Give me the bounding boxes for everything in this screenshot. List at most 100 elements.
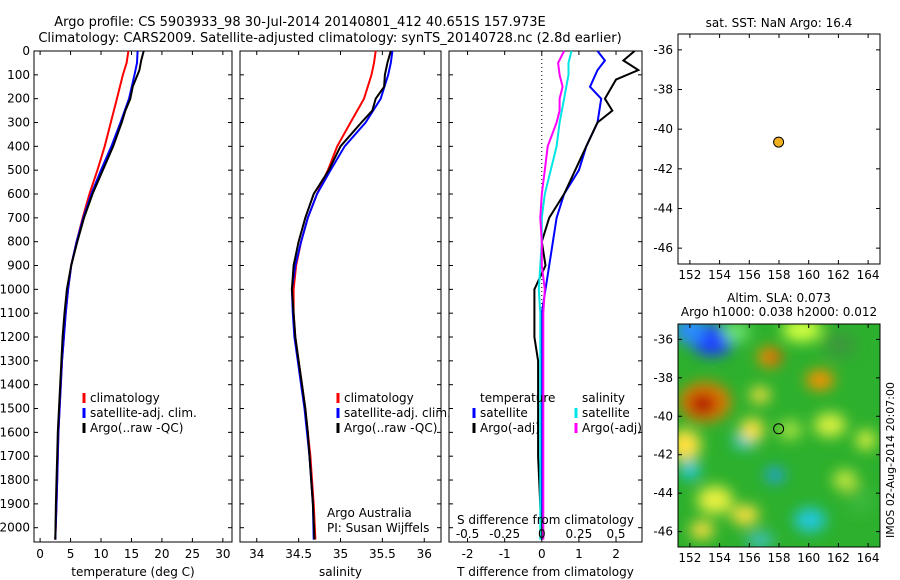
legend-label: satellite-adj. clim. [344,406,451,420]
depth-tick-label: 2000 [0,521,30,535]
depth-tick-label: 500 [7,163,30,177]
legend-label: Argo(..raw -QC) [344,421,437,435]
depth-tick-label: 1000 [0,282,30,296]
heatmap-cell [731,505,759,525]
plot-frame [33,50,233,543]
legend-label: Argo(-adj) [480,421,540,435]
depth-tick-label: 1100 [0,306,30,320]
depth-tick-label: 200 [7,92,30,106]
heatmap-cell [806,370,834,390]
heatmap-cell [678,429,701,461]
annotation-line: PI: Susan Wijffels [327,521,429,535]
legend-label: Argo(..raw -QC) [90,421,183,435]
legend-title: salinity [582,391,625,405]
depth-tick-label: 300 [7,116,30,130]
map-subtitle: Argo h1000: 0.038 h2000: 0.012 [681,305,877,319]
depth-tick-label: 100 [7,68,30,82]
map-side-label: IMOS 02-Aug-2014 20:07:00 [884,382,897,538]
map-y-tick-label: -46 [653,241,673,255]
sla-map-panel: 152 154 156 158 160 162 164 -36 -38 -40 -42 -44 -46 A… [653,291,897,565]
depth-tick-label: 1700 [0,449,30,463]
map-frame [677,33,881,265]
s-tick-label: -0.25 [489,527,520,541]
salinity-panel: 34 34.5 35 35.5 36 salinity climatologysatelli… [239,50,451,579]
heatmap-cell [778,420,802,440]
heatmap-cell [697,486,733,514]
depth-tick-label: 1600 [0,425,30,439]
map-x-tick-label: 154 [708,551,731,565]
heatmap-cell [824,331,856,359]
heatmap-cell [740,418,764,442]
map-background [678,34,880,264]
series-line-3 [539,50,565,540]
s-tick-label: 0.5 [606,527,625,541]
map-x-tick-label: 162 [827,268,850,282]
depth-tick-label: 1200 [0,330,30,344]
map-x-tick-label: 164 [857,551,880,565]
heatmap-cell [722,324,750,342]
map-y-tick-label: -36 [653,332,673,346]
heatmap-blobs [678,324,876,547]
heatmap-cell [765,467,785,483]
difference-panel: -2 -1 0 1 2 -0.5 -0.25 0 0.25 0.5S difference fro… [448,50,643,579]
legend-label: satellite-adj. clim. [90,406,197,420]
heatmap-cell [689,393,717,415]
map-y-tick-label: -42 [653,448,673,462]
map-y-tick-label: -40 [653,122,673,136]
series-line-2 [54,50,145,540]
heatmap-cell [769,352,781,362]
x-axis-label: temperature (deg C) [71,565,194,579]
map-x-tick-label: 152 [678,551,701,565]
x-tick-label: 2 [612,547,620,561]
x-tick-label: 34 [249,547,264,561]
heatmap-cell [782,324,822,342]
s-tick-label: 0 [538,527,546,541]
map-x-tick-label: 160 [797,268,820,282]
depth-tick-label: 1300 [0,354,30,368]
plot-frame [448,50,643,543]
depth-tick-label: 900 [7,259,30,273]
map-x-tick-label: 154 [708,268,731,282]
map-y-tick-label: -42 [653,162,673,176]
heatmap-cell [750,387,770,403]
map-y-tick-label: -40 [653,409,673,423]
argo-position-marker [773,423,785,435]
x-tick-label: 36 [417,547,432,561]
series-line-0 [540,50,607,540]
map-x-tick-label: 164 [857,268,880,282]
argo-position-marker [773,136,785,148]
x-tick-label: 10 [93,547,108,561]
map-title: sat. SST: NaN Argo: 16.4 [706,16,853,30]
x-tick-label: 5 [67,547,75,561]
legend-label: climatology [344,391,414,405]
map-y-tick-label: -36 [653,43,673,57]
map-x-tick-label: 156 [738,551,761,565]
s-tick-label: -0.5 [456,527,479,541]
map-x-tick-label: 162 [827,551,850,565]
map-y-tick-label: -38 [653,83,673,97]
x-tick-label: 35 [333,547,348,561]
depth-tick-label: 1500 [0,402,30,416]
legend-label: climatology [90,391,160,405]
depth-tick-label: 400 [7,139,30,153]
map-y-tick-label: -46 [653,525,673,539]
x-tick-label: -1 [499,547,511,561]
series-line-2 [290,50,392,540]
sst-map-panel: 152 154 156 158 160 162 164 -36 -38 -40 -42 -44 -46 s… [653,16,881,282]
x-tick-label: 25 [185,547,200,561]
map-frame [677,323,881,548]
depth-tick-label: 600 [7,187,30,201]
x-tick-label: 30 [215,547,230,561]
heatmap-cell [746,532,774,547]
plot-frame [239,50,442,543]
legend-label: satellite [582,406,630,420]
series-line-1 [533,50,641,540]
header-line1: Argo profile: CS 5903933_98 30-Jul-2014 … [54,15,545,30]
depth-tick-label: 1900 [0,497,30,511]
heatmap-cell [856,430,876,450]
map-x-tick-label: 158 [768,268,791,282]
map-y-tick-label: -38 [653,371,673,385]
legend-title: temperature [480,391,555,405]
map-y-tick-label: -44 [653,201,673,215]
